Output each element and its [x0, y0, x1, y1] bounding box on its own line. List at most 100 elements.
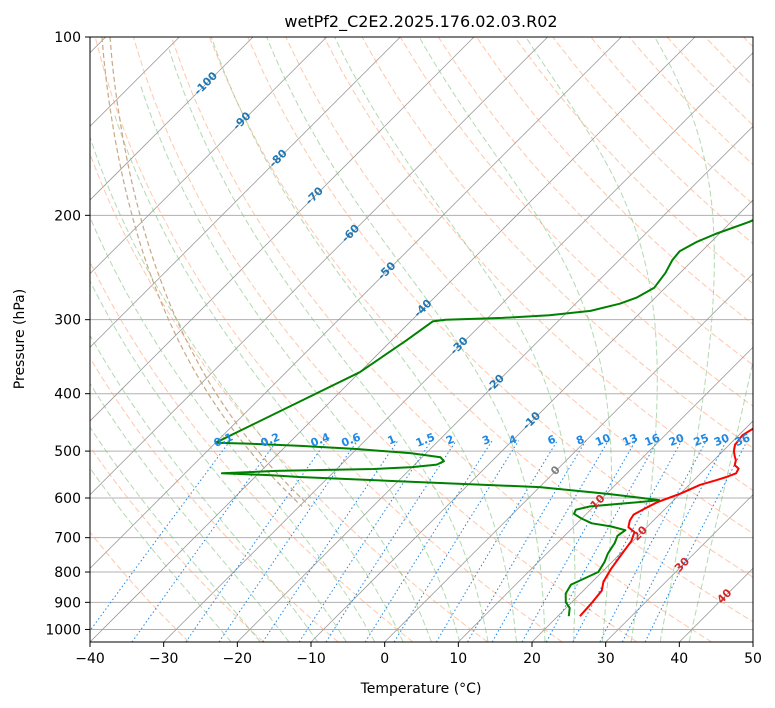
moist-adiabat-line: [90, 135, 404, 642]
mixing-ratio-label: 20: [667, 431, 686, 449]
temperature-profile-line: [579, 427, 753, 617]
dry-adiabat-line: [171, 37, 712, 642]
sounding-series: [214, 219, 753, 617]
mixing-ratio-label: 13: [621, 431, 640, 449]
dry-adiabat-line: [90, 531, 190, 642]
isotherm-line: [531, 420, 753, 642]
moist-adiabat-line: [654, 37, 715, 642]
dry-adiabat-line: [209, 37, 753, 623]
isotherm-line: [605, 494, 753, 642]
y-tick-label: 200: [54, 208, 81, 224]
dry-adiabat-line: [323, 37, 753, 492]
y-axis: 100 200 300 400 500 600 700 800 900 1000: [45, 30, 90, 638]
y-tick-label: 500: [54, 444, 81, 460]
x-axis-label: Temperature (°C): [360, 681, 482, 697]
background-reference-lines: [90, 37, 753, 642]
mixing-ratio-line: [298, 440, 432, 642]
mixing-ratio-line: [467, 440, 587, 642]
mixing-ratio-label: 10: [593, 431, 612, 449]
plot-area: [90, 37, 753, 642]
mixing-ratio-line: [393, 440, 520, 642]
y-tick-label: 800: [54, 565, 81, 581]
x-tick-label: 50: [744, 651, 762, 667]
mixing-ratio-label: 8: [574, 433, 586, 448]
y-tick-label: 400: [54, 387, 81, 403]
mixing-ratio-line: [572, 440, 683, 642]
isotherm-line: [458, 346, 753, 642]
moist-adiabat-line: [688, 358, 753, 642]
mixing-ratio-label: 2: [444, 433, 456, 448]
mixing-ratio-line: [521, 440, 637, 642]
x-tick-label: 20: [523, 651, 541, 667]
isotherm-line: [90, 37, 254, 201]
mixing-ratio-label: 25: [692, 431, 711, 449]
dry-adiabat-line: [247, 37, 753, 578]
mixing-ratio-line: [325, 440, 457, 642]
x-tick-label: −20: [223, 651, 253, 667]
moist-adiabat-line: [139, 83, 461, 642]
y-tick-label: 600: [54, 491, 81, 507]
dry-adiabat-line: [94, 37, 563, 642]
chart-title: wetPf2_C2E2.2025.176.02.03.R02: [284, 12, 557, 32]
isotherm-line: [237, 125, 753, 642]
mixing-ratio-line: [491, 440, 609, 642]
y-tick-label: 1000: [45, 622, 81, 638]
moist-adiabat-line: [90, 215, 376, 642]
moist-adiabat-line: [334, 37, 576, 642]
y-tick-label: 700: [54, 531, 81, 547]
dry-adiabat-line: [132, 37, 638, 642]
x-axis: −40 −30 −20 −10 0 10 20 30 40 50: [75, 642, 762, 667]
dewpoint-profile-line: [214, 219, 753, 617]
mixing-ratio-line: [131, 440, 278, 642]
isotherm-line: [90, 37, 696, 642]
moist-adiabat-line: [90, 279, 347, 642]
plot-frame: [89, 36, 754, 643]
mixing-ratio-label: 3: [480, 433, 492, 448]
mixing-ratio-line: [262, 440, 399, 642]
moist-adiabat-line: [90, 334, 319, 642]
x-tick-label: 0: [380, 651, 389, 667]
x-tick-label: 40: [670, 651, 688, 667]
x-tick-label: 10: [449, 651, 467, 667]
isotherm-line: [90, 37, 548, 496]
moist-adiabat-line: [90, 467, 232, 642]
isotherm-line: [90, 37, 475, 422]
curved-reference-line: [101, 37, 303, 507]
mixing-ratio-label: 1: [386, 433, 398, 448]
y-tick-label: 100: [54, 30, 81, 46]
y-axis-label: Pressure (hPa): [12, 289, 28, 389]
mixing-ratio-line: [185, 440, 328, 642]
mixing-ratio-line: [644, 440, 748, 642]
isotherm-line: [163, 52, 753, 642]
mixing-ratio-line: [90, 440, 231, 632]
x-tick-label: −30: [149, 651, 179, 667]
dry-adiabat-line: [437, 37, 753, 366]
dry-adiabat-line: [361, 37, 753, 449]
dry-adiabat-line: [90, 356, 339, 642]
moist-adiabat-line: [418, 37, 613, 642]
moist-adiabat-line: [168, 49, 489, 642]
dry-adiabat-line: [90, 260, 414, 642]
mixing-ratio-line: [545, 440, 659, 642]
moist-adiabat-line: [90, 426, 261, 642]
curved-reference-line: [109, 37, 311, 507]
moist-adiabat-line: [210, 37, 517, 642]
moist-adiabat-line: [525, 37, 658, 642]
dry-adiabat-line: [476, 37, 753, 325]
x-tick-label: −40: [75, 651, 105, 667]
y-tick-label: 900: [54, 595, 81, 611]
moist-adiabat-line: [90, 382, 290, 642]
x-tick-label: 30: [597, 651, 615, 667]
isotherm-line: [90, 37, 327, 275]
mixing-ratio-label: 30: [712, 431, 731, 449]
dry-adiabat-line: [90, 152, 488, 642]
mixing-ratio-label: 36: [733, 431, 752, 449]
y-tick-label: 300: [54, 313, 81, 329]
mixing-ratio-line: [364, 440, 493, 642]
isotherm-line: [90, 37, 401, 348]
mixing-ratio-label: 16: [643, 431, 662, 449]
isotherm-line: [90, 37, 622, 569]
x-tick-label: −10: [296, 651, 326, 667]
isotherm-line: [384, 273, 753, 642]
